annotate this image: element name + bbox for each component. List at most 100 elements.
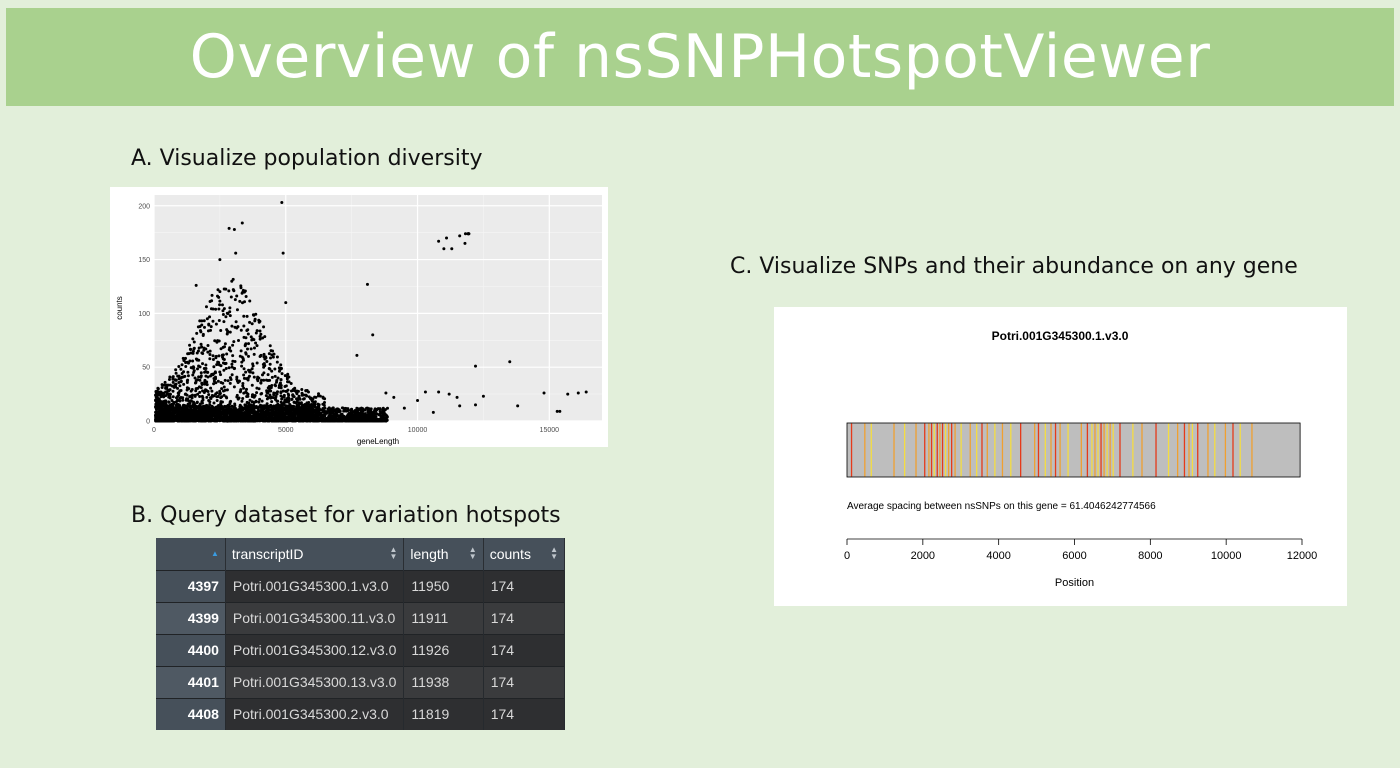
data-point [217, 307, 221, 311]
x-tick-label: 10000 [408, 427, 428, 434]
data-point [216, 339, 220, 343]
data-point [222, 307, 226, 311]
data-point [219, 373, 223, 377]
table-row[interactable]: 4401 Potri.001G345300.13.v3.0 11938 174 [156, 665, 566, 698]
data-point [219, 380, 223, 384]
cell-counts: 174 [483, 665, 566, 698]
data-point [229, 295, 233, 299]
data-point [584, 390, 588, 394]
data-point [253, 410, 257, 414]
sort-ascending-icon[interactable]: ▲ [211, 549, 219, 558]
column-header-counts[interactable]: counts ▲ ▼ [483, 538, 566, 570]
data-point [174, 378, 178, 382]
data-point [242, 324, 246, 328]
data-point [265, 360, 269, 364]
data-point [166, 407, 170, 411]
data-point [261, 336, 265, 340]
data-point [177, 365, 181, 369]
data-point [333, 419, 337, 423]
table-row[interactable]: 4397 Potri.001G345300.1.v3.0 11950 174 [156, 569, 566, 602]
sort-icon[interactable]: ▲ ▼ [389, 545, 398, 561]
data-point [210, 418, 214, 422]
data-point [287, 407, 291, 411]
data-point [246, 407, 250, 411]
data-point [279, 390, 283, 394]
data-point [329, 410, 333, 414]
data-point [281, 419, 285, 423]
data-point [363, 408, 367, 412]
data-point [210, 293, 214, 297]
data-point [203, 370, 207, 374]
data-point [566, 392, 570, 396]
column-header-index[interactable]: ▲ [156, 538, 226, 570]
data-point [193, 376, 197, 380]
data-point [161, 410, 165, 415]
data-point [258, 337, 262, 341]
data-point [280, 201, 284, 205]
data-point [163, 380, 167, 384]
data-point [192, 419, 196, 423]
data-point [240, 221, 244, 225]
data-point [260, 391, 264, 395]
data-point [349, 413, 353, 417]
data-point [385, 406, 389, 410]
data-point [289, 406, 294, 410]
column-header-transcriptid[interactable]: transcriptID ▲ ▼ [225, 538, 405, 570]
x-axis-label: Position [1055, 577, 1094, 589]
data-point [180, 363, 184, 367]
data-point [189, 366, 193, 370]
snp-plot-panel: Potri.001G345300.1.v3.0 Average spacing b… [774, 307, 1347, 606]
sort-icon[interactable]: ▲ ▼ [468, 545, 477, 561]
data-point [268, 344, 272, 348]
data-point [196, 325, 200, 329]
data-point [180, 371, 184, 375]
data-point [230, 408, 235, 412]
data-point [287, 418, 291, 422]
column-header-length[interactable]: length ▲ ▼ [403, 538, 484, 570]
table-row[interactable]: 4399 Potri.001G345300.11.v3.0 11911 174 [156, 601, 566, 634]
data-point [225, 388, 229, 392]
data-point [221, 313, 225, 317]
data-point [171, 416, 175, 420]
data-point [276, 399, 280, 403]
data-point [221, 309, 225, 313]
data-point [261, 416, 265, 421]
data-point [237, 414, 241, 418]
data-point [275, 414, 280, 418]
data-point [231, 354, 235, 358]
data-point [168, 375, 172, 379]
cell-transcriptid: Potri.001G345300.11.v3.0 [225, 601, 405, 634]
data-point [209, 397, 213, 401]
data-point [205, 370, 209, 374]
data-point [402, 406, 406, 410]
data-point [252, 418, 257, 423]
sort-icon[interactable]: ▲ ▼ [550, 545, 558, 561]
data-point [458, 404, 462, 408]
data-point [240, 355, 244, 359]
data-point [251, 405, 255, 409]
table-row[interactable]: 4400 Potri.001G345300.12.v3.0 11926 174 [156, 633, 566, 666]
table-row[interactable]: 4408 Potri.001G345300.2.v3.0 11819 174 [156, 697, 566, 730]
data-point [184, 356, 188, 360]
section-c-heading: C. Visualize SNPs and their abundance on… [730, 254, 1298, 279]
x-tick-label: 15000 [540, 427, 560, 434]
cell-length: 11950 [403, 569, 484, 602]
data-point [269, 395, 273, 399]
data-point [359, 417, 363, 421]
data-point [255, 344, 259, 348]
data-point [275, 378, 279, 382]
data-point [189, 389, 193, 393]
data-point [245, 387, 249, 391]
data-point [173, 384, 177, 388]
data-point [244, 336, 248, 340]
cell-length: 11938 [403, 665, 484, 698]
data-point [373, 419, 377, 423]
data-point [221, 345, 225, 349]
data-point [273, 374, 277, 378]
data-point [211, 354, 215, 358]
data-point [370, 412, 374, 416]
data-point [163, 406, 168, 410]
data-point [162, 401, 166, 405]
data-point [244, 352, 248, 356]
data-point [214, 408, 219, 412]
